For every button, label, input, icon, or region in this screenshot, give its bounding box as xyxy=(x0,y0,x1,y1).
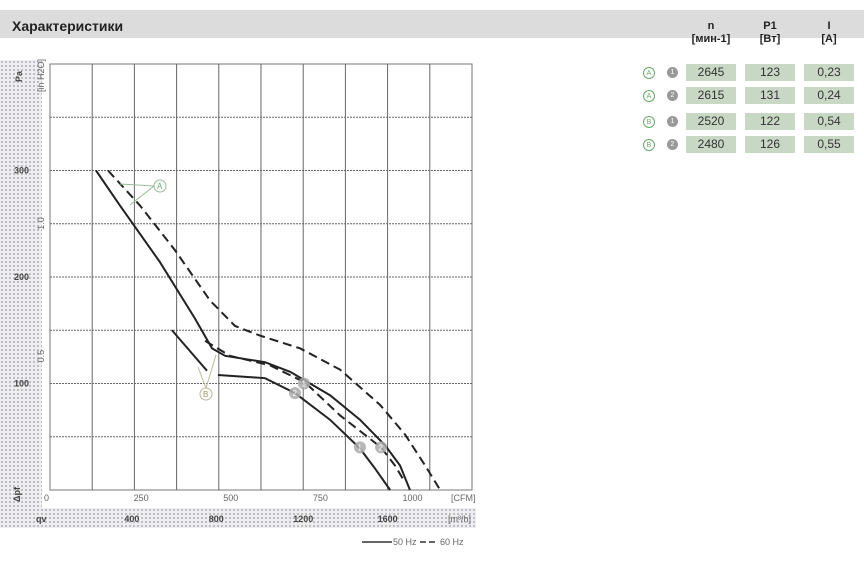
y2-unit: [in H2O] xyxy=(36,59,46,92)
col-i: I [A] xyxy=(821,20,837,45)
y-axis-band xyxy=(0,60,42,528)
operating-point xyxy=(353,441,366,454)
x-unit: [m³/h] xyxy=(448,514,471,524)
curve-badge: B xyxy=(643,139,655,151)
point-badge: 1 xyxy=(667,116,678,127)
x-tick-label: 1600 xyxy=(378,514,398,524)
curve-B-60hz xyxy=(204,340,406,484)
x2-tick-label: 0 xyxy=(44,493,49,503)
x2-tick-label: 750 xyxy=(313,493,328,503)
y2-tick-label: 1.0 xyxy=(36,217,46,230)
operating-point xyxy=(298,377,311,390)
operating-point-label: 2 xyxy=(379,443,384,452)
x-tick-label: 400 xyxy=(124,514,139,524)
x-tick-label: 800 xyxy=(209,514,224,524)
curve-B-50hz xyxy=(171,329,208,372)
annotation-leader xyxy=(119,183,155,187)
x-tick-label: 1200 xyxy=(293,514,313,524)
curve-B-50hz xyxy=(217,373,391,491)
operating-point-label: 1 xyxy=(302,380,307,389)
annotation-b: B xyxy=(203,390,208,399)
operating-point xyxy=(288,387,301,400)
point-badge: 1 xyxy=(667,67,678,78)
cell-n: 2480 xyxy=(686,136,736,153)
operating-point-label: 1 xyxy=(357,443,362,452)
y-tick-label: 100 xyxy=(14,379,29,389)
y2-tick-label: 0.5 xyxy=(36,350,46,363)
x-axis-band xyxy=(0,508,476,528)
x2-unit: [CFM] xyxy=(451,493,476,503)
cell-n: 2615 xyxy=(686,87,736,104)
annotation-leader xyxy=(129,185,155,206)
annotation-a: A xyxy=(157,182,163,191)
cell-i: 0,55 xyxy=(804,136,854,153)
cell-p1: 122 xyxy=(745,113,795,130)
curve-badge: A xyxy=(643,67,655,79)
cell-i: 0,23 xyxy=(804,64,854,81)
legend-50hz: 50 Hz xyxy=(393,537,417,547)
y-unit: Pa xyxy=(14,70,24,82)
x2-tick-label: 1000 xyxy=(402,493,422,503)
col-p1: P1 [Вт] xyxy=(759,20,781,45)
header-bar xyxy=(0,10,864,38)
point-badge: 2 xyxy=(667,139,678,150)
operating-point-label: 2 xyxy=(292,389,297,398)
operating-point xyxy=(375,441,388,454)
point-badge: 2 xyxy=(667,90,678,101)
col-n: n [мин-1] xyxy=(691,20,731,45)
legend-60hz: 60 Hz xyxy=(440,537,464,547)
cell-i: 0,24 xyxy=(804,87,854,104)
y-tick-label: 300 xyxy=(14,166,29,176)
y-label: Δpf xyxy=(12,486,22,502)
cell-n: 2645 xyxy=(686,64,736,81)
curve-A-60hz xyxy=(107,169,441,491)
annotation-leader xyxy=(197,366,207,389)
y-tick-label: 200 xyxy=(14,272,29,282)
annotation-a-circle xyxy=(153,179,167,193)
x2-tick-label: 250 xyxy=(134,493,149,503)
cell-p1: 126 xyxy=(745,136,795,153)
cell-i: 0,54 xyxy=(804,113,854,130)
annotation-b-circle xyxy=(199,387,213,401)
cell-p1: 123 xyxy=(745,64,795,81)
x-label: qv xyxy=(36,514,47,524)
cell-n: 2520 xyxy=(686,113,736,130)
cell-p1: 131 xyxy=(745,87,795,104)
curve-badge: A xyxy=(643,90,655,102)
curve-badge: B xyxy=(643,116,655,128)
page-title: Характеристики xyxy=(12,18,124,34)
annotation-leader xyxy=(205,354,217,389)
x2-tick-label: 500 xyxy=(223,493,238,503)
